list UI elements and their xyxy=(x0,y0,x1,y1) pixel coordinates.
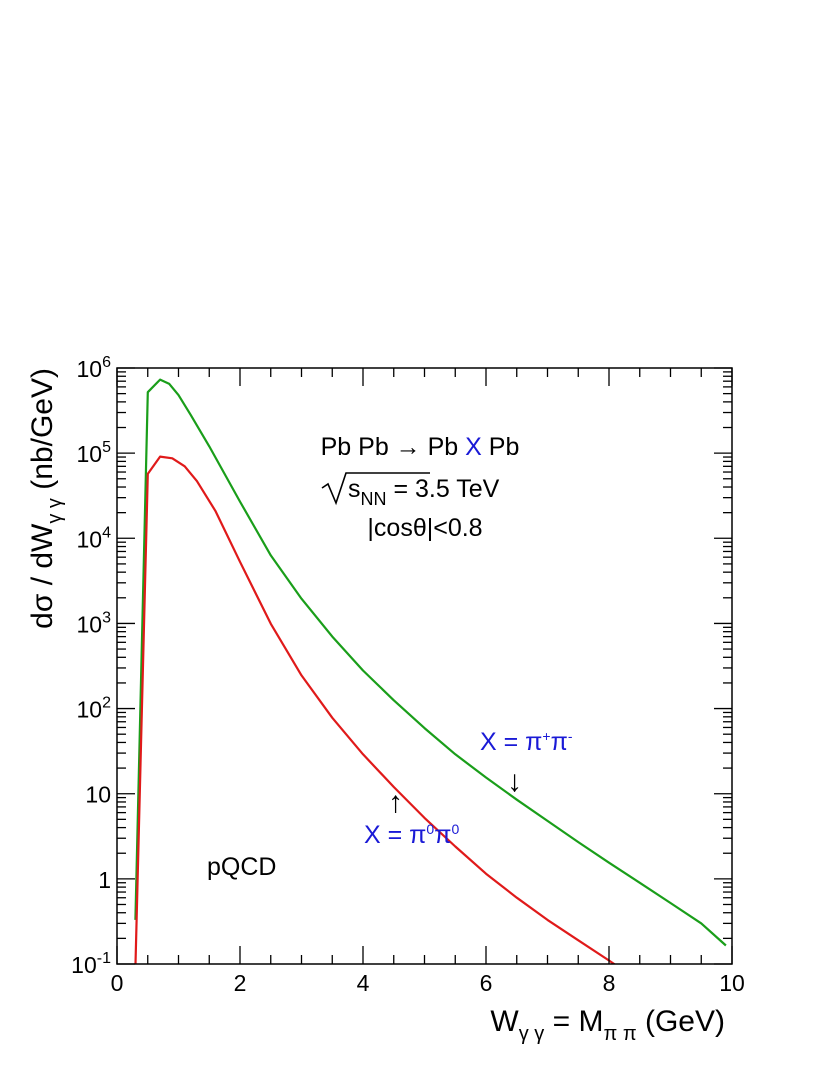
cut-label: |cosθ|<0.8 xyxy=(367,514,482,542)
svg-text:X = π0π0: X = π0π0 xyxy=(364,821,459,849)
y-tick-label: 105 xyxy=(77,439,112,467)
neutral-pion-label: ↑ X = π0π0 xyxy=(364,786,459,849)
x-tick-label: 8 xyxy=(603,970,616,996)
x-tick-label: 0 xyxy=(111,970,124,996)
charged-pion-label: X = π+π- ↓ xyxy=(480,728,573,798)
y-tick-label: 102 xyxy=(77,695,112,723)
energy-label: sNN = 3.5 TeV xyxy=(321,472,500,509)
x-tick-label: 10 xyxy=(719,970,745,996)
y-tick-label: 10 xyxy=(85,782,111,808)
y-tick-label: 106 xyxy=(77,354,112,382)
x-tick-label: 6 xyxy=(480,970,493,996)
svg-text:X = π+π-: X = π+π- xyxy=(480,728,573,756)
method-label: pQCD xyxy=(207,853,276,881)
series-line-1 xyxy=(134,455,617,964)
y-tick-label: 1 xyxy=(98,867,111,893)
svg-text:sNN = 3.5 TeV: sNN = 3.5 TeV xyxy=(348,475,500,509)
x-tick-label: 2 xyxy=(234,970,247,996)
y-tick-label: 10-1 xyxy=(71,950,111,978)
x-axis-title: Wγ γ = Mπ π (GeV) xyxy=(490,1005,725,1045)
process-label: Pb Pb → Pb X Pb xyxy=(321,433,520,461)
series-line-0 xyxy=(134,378,727,947)
y-tick-label: 103 xyxy=(77,609,112,637)
x-tick-label: 4 xyxy=(357,970,370,996)
charged-arrow: ↓ xyxy=(507,765,522,798)
y-tick-label: 104 xyxy=(77,524,112,552)
neutral-arrow: ↑ xyxy=(388,786,403,819)
y-axis-title: dσ / dWγ γ (nb/GeV) xyxy=(26,368,66,629)
